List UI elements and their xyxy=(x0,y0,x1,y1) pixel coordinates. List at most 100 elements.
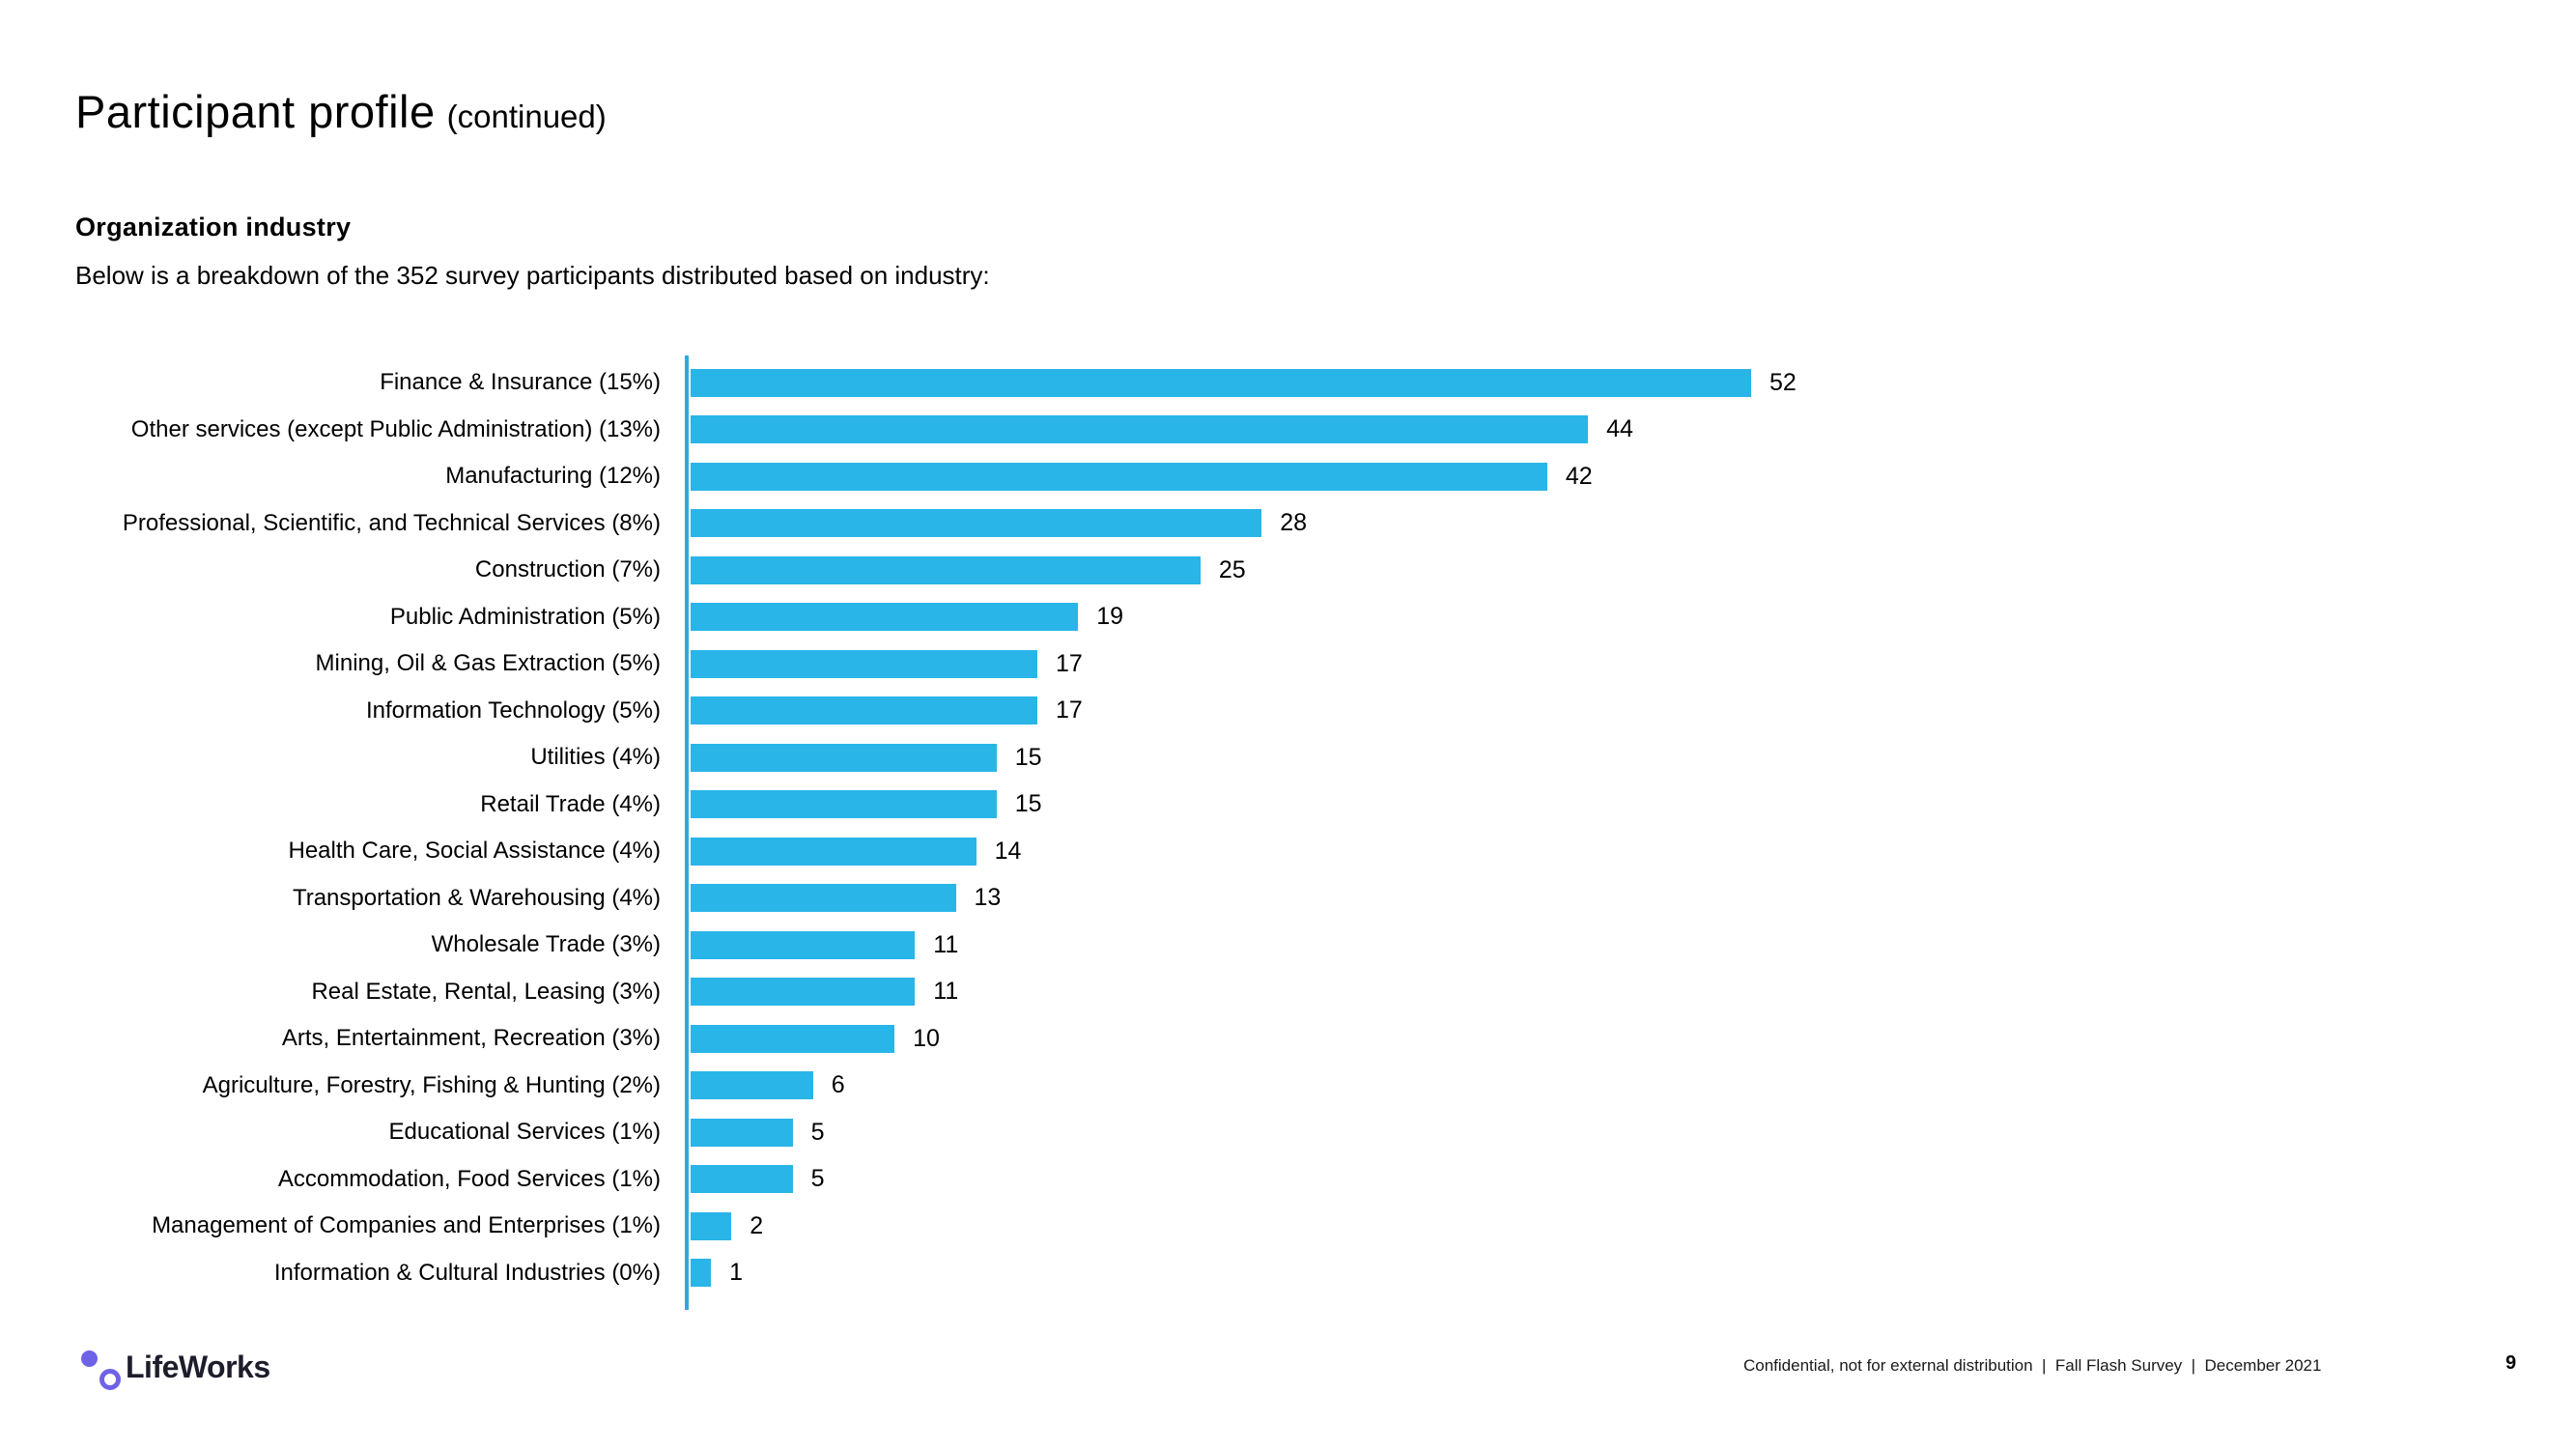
value-label: 44 xyxy=(1606,415,1633,443)
bar xyxy=(691,1118,793,1147)
chart-row: Public Administration (5%) 19 xyxy=(77,594,2299,641)
logo-ring-icon xyxy=(99,1369,121,1390)
category-label: Health Care, Social Assistance (4%) xyxy=(288,838,662,865)
section-description: Below is a breakdown of the 352 survey p… xyxy=(75,261,990,290)
category-label: Educational Services (1%) xyxy=(388,1119,661,1146)
bar xyxy=(691,1024,895,1053)
bar-area: 10 xyxy=(691,1024,940,1053)
bar-area: 17 xyxy=(691,696,1083,725)
bar xyxy=(691,368,1751,397)
bar xyxy=(691,1165,793,1194)
bar xyxy=(691,978,916,1007)
chart-row: Other services (except Public Administra… xyxy=(77,407,2299,454)
bar-area: 15 xyxy=(691,743,1042,772)
value-label: 5 xyxy=(810,1165,825,1193)
category-label: Finance & Insurance (15%) xyxy=(380,369,661,396)
value-label: 42 xyxy=(1565,462,1593,490)
value-label: 10 xyxy=(913,1024,940,1052)
category-label: Agriculture, Forestry, Fishing & Hunting… xyxy=(202,1071,661,1098)
chart-row: Transportation & Warehousing (4%) 13 xyxy=(77,875,2299,923)
page-title-row: Participant profile (continued) xyxy=(75,85,607,138)
chart-row: Information & Cultural Industries (0%) 1 xyxy=(77,1250,2299,1297)
chart-row: Arts, Entertainment, Recreation (3%) 10 xyxy=(77,1015,2299,1063)
category-label: Wholesale Trade (3%) xyxy=(431,931,661,958)
value-label: 2 xyxy=(750,1211,764,1239)
chart-row: Information Technology (5%) 17 xyxy=(77,688,2299,735)
chart-row: Retail Trade (4%) 15 xyxy=(77,781,2299,829)
chart-row: Professional, Scientific, and Technical … xyxy=(77,500,2299,548)
bar-area: 11 xyxy=(691,978,959,1007)
value-label: 6 xyxy=(831,1071,845,1099)
category-label: Professional, Scientific, and Technical … xyxy=(122,509,661,536)
bar-area: 42 xyxy=(691,462,1593,491)
bar-area: 52 xyxy=(691,368,1797,397)
chart-row: Health Care, Social Assistance (4%) 14 xyxy=(77,828,2299,875)
value-label: 19 xyxy=(1096,603,1123,631)
category-label: Retail Trade (4%) xyxy=(480,790,661,817)
page-number: 9 xyxy=(2505,1352,2517,1374)
chart-row: Agriculture, Forestry, Fishing & Hunting… xyxy=(77,1063,2299,1110)
value-label: 1 xyxy=(729,1259,744,1287)
chart-y-axis xyxy=(685,355,689,1310)
chart-row: Construction (7%) 25 xyxy=(77,547,2299,594)
category-label: Accommodation, Food Services (1%) xyxy=(277,1165,661,1192)
bar xyxy=(691,743,997,772)
bar-area: 15 xyxy=(691,790,1042,819)
bar-area: 13 xyxy=(691,884,1001,913)
category-label: Information & Cultural Industries (0%) xyxy=(273,1259,661,1286)
bar xyxy=(691,649,1037,678)
value-label: 15 xyxy=(1014,743,1042,771)
page-title-suffix: (continued) xyxy=(446,99,607,134)
value-label: 14 xyxy=(994,837,1022,865)
bar xyxy=(691,415,1589,444)
value-label: 17 xyxy=(1055,696,1083,724)
bar-area: 28 xyxy=(691,509,1308,538)
bar xyxy=(691,555,1201,584)
category-label: Arts, Entertainment, Recreation (3%) xyxy=(281,1025,661,1052)
bar-area: 5 xyxy=(691,1118,824,1147)
bar xyxy=(691,603,1079,632)
category-label: Mining, Oil & Gas Extraction (5%) xyxy=(315,650,661,677)
category-label: Real Estate, Rental, Leasing (3%) xyxy=(311,978,661,1005)
footer-confidential-note: Confidential, not for external distribut… xyxy=(1743,1356,2322,1375)
bar xyxy=(691,462,1547,491)
bar-area: 19 xyxy=(691,603,1123,632)
lifeworks-logo: LifeWorks xyxy=(75,1348,326,1402)
chart-row: Management of Companies and Enterprises … xyxy=(77,1203,2299,1250)
page-title: Participant profile xyxy=(75,86,436,137)
logo-text: LifeWorks xyxy=(126,1350,270,1384)
bar-area: 1 xyxy=(691,1259,744,1288)
bar xyxy=(691,1211,732,1240)
category-label: Information Technology (5%) xyxy=(365,696,661,724)
category-label: Utilities (4%) xyxy=(530,744,661,771)
industry-bar-chart: Finance & Insurance (15%) 52 Other service… xyxy=(77,355,2299,1310)
category-label: Construction (7%) xyxy=(474,556,661,583)
bar xyxy=(691,884,956,913)
bar-area: 14 xyxy=(691,837,1022,866)
chart-row: Finance & Insurance (15%) 52 xyxy=(77,359,2299,407)
bar-area: 11 xyxy=(691,930,959,959)
value-label: 28 xyxy=(1280,509,1308,537)
bar-area: 17 xyxy=(691,649,1083,678)
bar xyxy=(691,1071,813,1100)
bar-area: 6 xyxy=(691,1071,845,1100)
bar-area: 5 xyxy=(691,1165,825,1194)
bar xyxy=(691,930,916,959)
category-label: Manufacturing (12%) xyxy=(445,463,661,490)
bar-area: 2 xyxy=(691,1211,764,1240)
bar-area: 44 xyxy=(691,415,1633,444)
chart-row: Utilities (4%) 15 xyxy=(77,734,2299,781)
chart-row: Accommodation, Food Services (1%) 5 xyxy=(77,1156,2299,1204)
logo-dot-icon xyxy=(81,1350,98,1367)
chart-row: Mining, Oil & Gas Extraction (5%) 17 xyxy=(77,640,2299,688)
chart-row: Manufacturing (12%) 42 xyxy=(77,453,2299,500)
bar xyxy=(691,790,997,819)
chart-rows: Finance & Insurance (15%) 52 Other service… xyxy=(77,355,2299,1310)
category-label: Management of Companies and Enterprises … xyxy=(152,1212,661,1239)
value-label: 11 xyxy=(933,930,959,958)
section-heading: Organization industry xyxy=(75,213,352,242)
value-label: 11 xyxy=(933,978,959,1006)
bar xyxy=(691,837,977,866)
bar xyxy=(691,1259,712,1288)
